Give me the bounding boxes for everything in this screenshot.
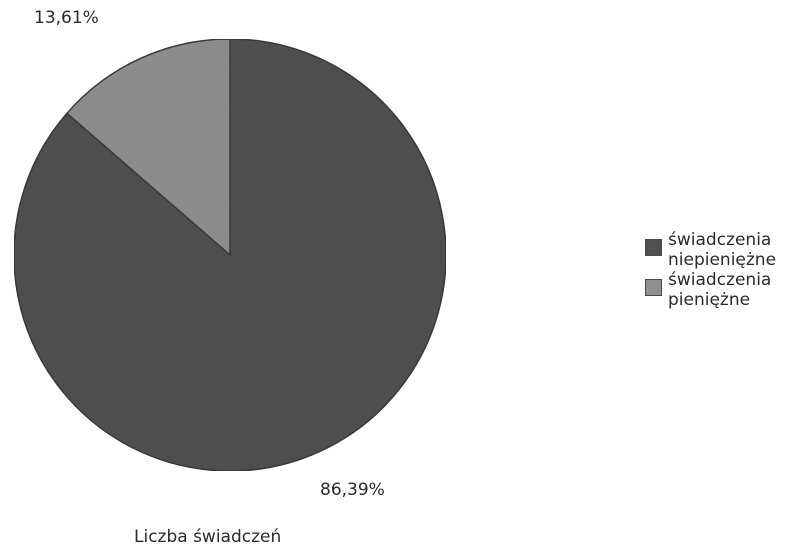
legend-item-niepieniezne: świadczenia niepieniężne: [645, 230, 795, 270]
data-label-niepieniezne: 86,39%: [320, 480, 385, 500]
legend-label-niepieniezne: świadczenia niepieniężne: [668, 230, 777, 270]
legend-swatch-niepieniezne: [645, 239, 662, 256]
legend-item-pieniezne: świadczenia pieniężne: [645, 270, 795, 310]
pie-slices: [13, 38, 447, 472]
pie-slice-pieniezne: [65, 38, 231, 257]
legend-label-pieniezne: świadczenia pieniężne: [668, 270, 772, 310]
data-label-pieniezne: 13,61%: [34, 8, 99, 28]
chart-title: Liczba świadczeń: [134, 527, 282, 547]
chart-legend: świadczenia niepieniężne świadczenia pie…: [645, 230, 795, 310]
legend-swatch-pieniezne: [645, 279, 662, 296]
